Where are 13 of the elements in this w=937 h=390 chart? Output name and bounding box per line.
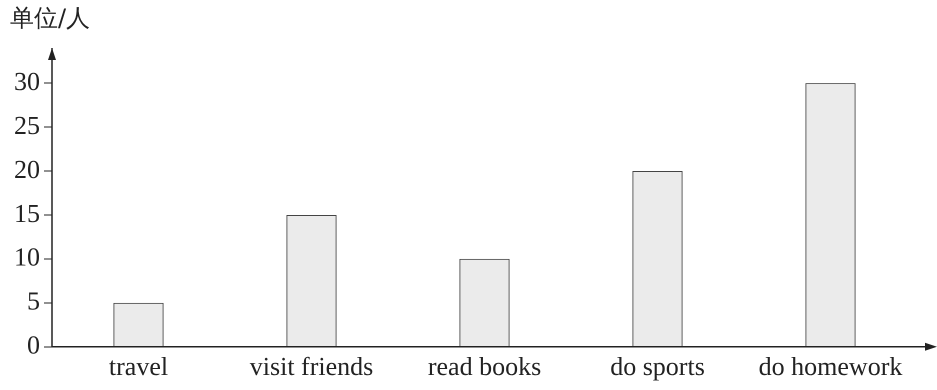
x-tick-label: visit friends	[250, 352, 374, 382]
y-axis-title: 单位/人	[10, 3, 90, 34]
x-tick-label: do homework	[758, 352, 902, 382]
y-tick-label: 10	[14, 242, 40, 272]
x-tick-label: do sports	[610, 352, 705, 382]
x-tick-label: travel	[108, 352, 168, 382]
y-tick-label: 30	[14, 66, 40, 96]
y-tick-label: 0	[27, 330, 40, 360]
y-tick-label: 15	[14, 198, 40, 228]
y-tick-label: 25	[14, 110, 40, 140]
y-tick-label: 5	[27, 286, 40, 316]
y-tick-label: 20	[14, 154, 40, 184]
x-tick-label: read books	[428, 352, 542, 382]
